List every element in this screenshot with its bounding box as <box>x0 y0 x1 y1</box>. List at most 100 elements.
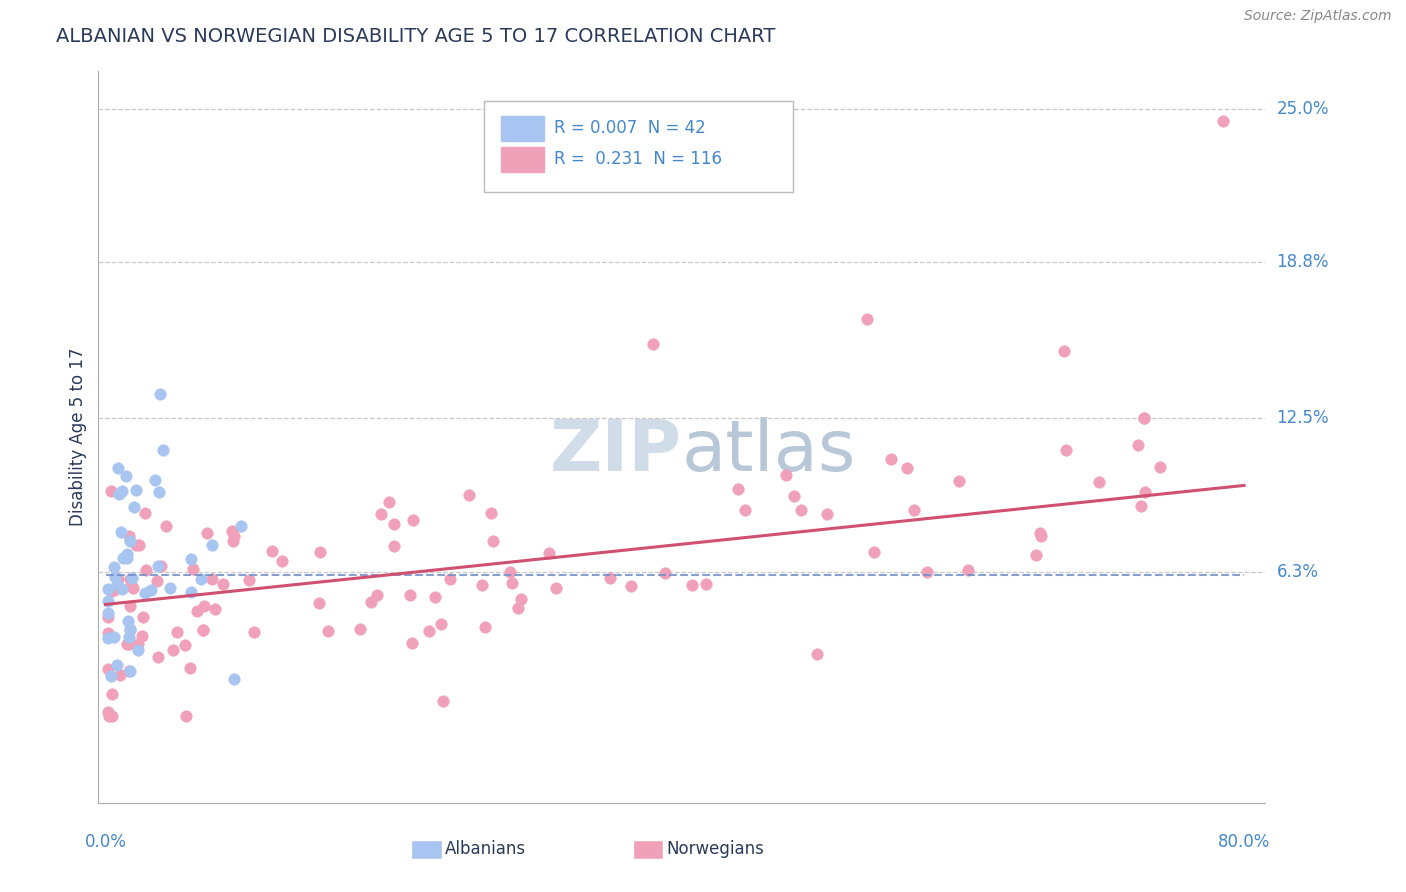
Point <box>815 508 838 522</box>
Point <box>100 483 122 498</box>
Point <box>211 576 233 591</box>
Point <box>271 554 294 568</box>
Point <box>127 643 149 657</box>
Point <box>382 517 405 532</box>
Point <box>204 602 226 616</box>
Point <box>97 594 120 608</box>
Text: ALBANIAN VS NORWEGIAN DISABILITY AGE 5 TO 17 CORRELATION CHART: ALBANIAN VS NORWEGIAN DISABILITY AGE 5 T… <box>56 27 776 45</box>
Point <box>111 582 134 596</box>
Point <box>221 524 243 538</box>
Text: 12.5%: 12.5% <box>1277 409 1329 427</box>
Point <box>1025 548 1047 562</box>
Point <box>856 312 879 326</box>
Point <box>499 565 522 579</box>
Point <box>127 637 149 651</box>
Point <box>479 506 502 520</box>
Point <box>181 562 204 576</box>
Point <box>201 572 224 586</box>
Text: 80.0%: 80.0% <box>1218 833 1270 851</box>
Point <box>1130 499 1153 513</box>
Point <box>134 506 156 520</box>
Point <box>143 473 166 487</box>
Point <box>149 386 172 401</box>
Point <box>111 483 134 498</box>
Text: 25.0%: 25.0% <box>1277 100 1329 118</box>
Point <box>97 705 120 719</box>
Point <box>1087 475 1109 489</box>
Point <box>378 495 401 509</box>
FancyBboxPatch shape <box>501 146 544 171</box>
Point <box>681 578 703 592</box>
Point <box>125 483 148 498</box>
Point <box>222 528 245 542</box>
Point <box>97 631 120 645</box>
Point <box>107 461 129 475</box>
Point <box>191 623 214 637</box>
Point <box>789 502 811 516</box>
Text: Source: ZipAtlas.com: Source: ZipAtlas.com <box>1244 9 1392 23</box>
Point <box>118 572 141 586</box>
Point <box>146 559 169 574</box>
Point <box>111 550 134 565</box>
Point <box>141 583 163 598</box>
Point <box>118 664 141 678</box>
Point <box>100 584 122 599</box>
Point <box>474 619 496 633</box>
Point <box>186 604 208 618</box>
Text: R = 0.007  N = 42: R = 0.007 N = 42 <box>554 120 706 137</box>
Point <box>1133 411 1156 425</box>
Point <box>97 626 120 640</box>
Point <box>179 661 201 675</box>
Point <box>308 596 330 610</box>
Point <box>502 576 524 591</box>
Point <box>879 452 901 467</box>
Point <box>108 667 131 681</box>
Point <box>97 610 120 624</box>
Point <box>120 664 142 678</box>
Point <box>105 577 128 591</box>
Point <box>128 538 150 552</box>
Point <box>108 487 131 501</box>
Point <box>180 552 202 566</box>
Point <box>957 563 980 577</box>
Point <box>349 623 371 637</box>
Point <box>101 709 124 723</box>
Point <box>546 581 568 595</box>
FancyBboxPatch shape <box>484 101 793 192</box>
Point <box>134 586 156 600</box>
Point <box>366 588 388 602</box>
Text: Albanians: Albanians <box>446 840 526 858</box>
Point <box>97 662 120 676</box>
Point <box>432 694 454 708</box>
Point <box>243 624 266 639</box>
Point <box>97 582 120 596</box>
Point <box>537 546 560 560</box>
Point <box>418 624 440 638</box>
Point <box>115 551 138 566</box>
Point <box>150 558 173 573</box>
Point <box>174 709 197 723</box>
Point <box>121 571 143 585</box>
Point <box>97 607 120 621</box>
Point <box>155 518 177 533</box>
Point <box>599 571 621 585</box>
Point <box>806 647 828 661</box>
Point <box>231 519 253 533</box>
Point <box>1133 485 1156 500</box>
Point <box>201 538 224 552</box>
Point <box>118 599 141 614</box>
Point <box>401 636 423 650</box>
Point <box>238 573 260 587</box>
Point <box>117 614 139 628</box>
Point <box>654 566 676 580</box>
Point <box>1126 438 1149 452</box>
FancyBboxPatch shape <box>501 116 544 141</box>
Point <box>152 442 174 457</box>
Point <box>132 610 155 624</box>
Point <box>471 578 494 592</box>
Point <box>193 599 215 613</box>
Point <box>146 650 169 665</box>
Point <box>222 672 245 686</box>
Point <box>734 503 756 517</box>
Point <box>103 583 125 598</box>
